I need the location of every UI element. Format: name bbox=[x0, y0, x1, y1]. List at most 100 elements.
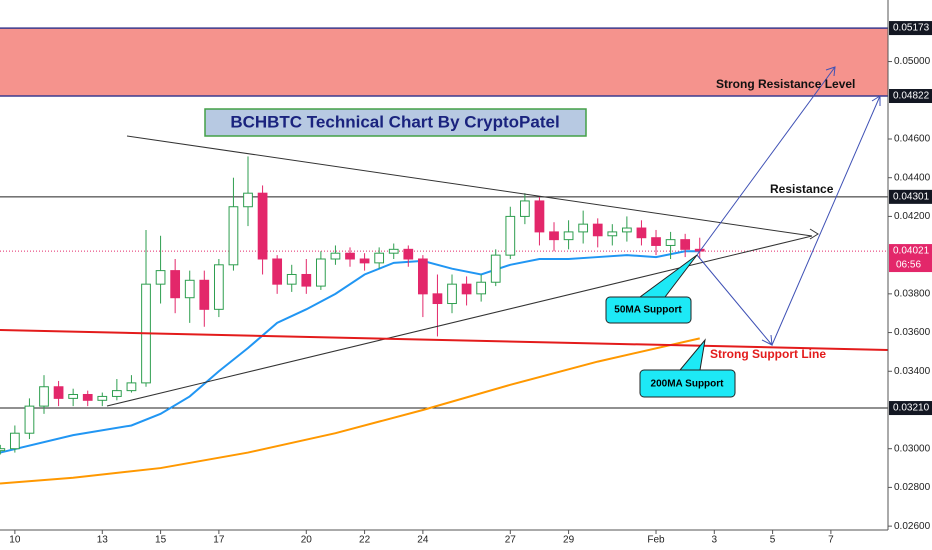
ma-line bbox=[0, 337, 700, 485]
x-tick-label: 17 bbox=[213, 535, 225, 546]
candle-body bbox=[651, 237, 661, 246]
candle-body bbox=[680, 239, 691, 250]
candle-body bbox=[39, 386, 49, 407]
level-label: 0.04301 bbox=[893, 192, 930, 203]
candle-body bbox=[345, 252, 355, 260]
candle-body bbox=[272, 258, 283, 285]
annotation: Strong Resistance Level bbox=[716, 77, 855, 91]
candle-body bbox=[155, 270, 166, 285]
candle-body bbox=[417, 258, 428, 295]
candle-body bbox=[403, 248, 414, 260]
level-label-box bbox=[889, 89, 932, 104]
arrow-head bbox=[809, 228, 819, 240]
price-axis bbox=[888, 0, 932, 550]
last-price-box bbox=[889, 244, 932, 273]
y-tick-label: 0.04200 bbox=[894, 211, 931, 222]
level-label: 0.04822 bbox=[893, 91, 930, 102]
candle-body bbox=[592, 223, 603, 237]
candle-body bbox=[447, 283, 457, 305]
candle-body bbox=[359, 258, 370, 264]
candle-body bbox=[199, 279, 210, 310]
candle-body bbox=[476, 281, 487, 295]
ma-line bbox=[0, 250, 700, 454]
candle-body bbox=[24, 405, 35, 434]
arrow-head bbox=[871, 95, 881, 106]
annotation: Strong Support Line bbox=[710, 347, 826, 361]
candle-body bbox=[432, 293, 443, 305]
candle-body bbox=[97, 395, 108, 401]
axis-layer: 0.05000 0.04600 0.04400 0.04200 0.03800 0.036… bbox=[9, 21, 932, 546]
candle-body bbox=[374, 252, 385, 264]
candle-body bbox=[301, 273, 312, 287]
candle-body bbox=[388, 248, 399, 254]
candle-body bbox=[286, 273, 297, 285]
candle-body bbox=[549, 231, 559, 241]
x-tick-label: Feb bbox=[647, 535, 665, 546]
callout-text: 50MA Support bbox=[614, 305, 682, 316]
candle-body bbox=[213, 264, 224, 310]
y-tick-label: 0.03000 bbox=[894, 443, 931, 454]
resistance-zone-layer bbox=[0, 28, 888, 97]
x-tick-label: 20 bbox=[301, 535, 313, 546]
candle-body bbox=[315, 258, 326, 287]
triangle-lower bbox=[106, 235, 813, 407]
x-tick-label: 15 bbox=[155, 535, 167, 546]
level-label-box bbox=[889, 189, 932, 204]
candle-body bbox=[636, 227, 647, 239]
annotation: Resistance bbox=[770, 182, 834, 196]
candle-body bbox=[520, 200, 530, 217]
candle-body bbox=[126, 382, 137, 392]
candle-body bbox=[82, 393, 93, 401]
candle-body bbox=[68, 393, 79, 399]
y-tick-label: 0.04600 bbox=[894, 134, 931, 145]
level-label: 0.03210 bbox=[893, 403, 930, 414]
candle-body bbox=[622, 227, 632, 233]
x-tick-label: 3 bbox=[712, 535, 718, 546]
candle-body bbox=[257, 192, 268, 260]
x-tick-label: 10 bbox=[9, 535, 21, 546]
level-label-box bbox=[889, 401, 932, 416]
level-label: 0.05173 bbox=[893, 23, 930, 34]
candle-body bbox=[461, 283, 472, 295]
candle-body bbox=[243, 192, 253, 208]
drawings bbox=[0, 66, 889, 407]
candle-body bbox=[111, 390, 122, 397]
support-line bbox=[0, 329, 889, 351]
candle-body bbox=[228, 206, 239, 266]
x-tick-label: 5 bbox=[770, 535, 776, 546]
candle-body bbox=[170, 270, 181, 299]
candle-body bbox=[534, 200, 545, 233]
y-tick-label: 0.02800 bbox=[894, 482, 931, 493]
countdown: 06:56 bbox=[896, 260, 921, 271]
title-box bbox=[204, 108, 587, 137]
candle-body bbox=[505, 215, 516, 256]
candle-body bbox=[9, 432, 20, 450]
arrow-head bbox=[761, 334, 773, 346]
x-tick-label: 22 bbox=[359, 535, 371, 546]
callout-box bbox=[639, 369, 736, 398]
candle-body bbox=[53, 386, 64, 399]
y-tick-label: 0.03600 bbox=[894, 327, 931, 338]
candle-body bbox=[490, 254, 501, 283]
candle-body bbox=[578, 223, 589, 233]
candle-body bbox=[184, 279, 195, 299]
y-tick-label: 0.03800 bbox=[894, 288, 931, 299]
x-tick-label: 13 bbox=[97, 535, 109, 546]
triangle-upper bbox=[126, 135, 813, 237]
candle-body bbox=[607, 231, 618, 237]
y-tick-label: 0.03400 bbox=[894, 366, 931, 377]
candle-body bbox=[0, 448, 6, 452]
y-tick-label: 0.04400 bbox=[894, 172, 931, 183]
projection-arrow bbox=[696, 66, 836, 256]
candle-body bbox=[563, 231, 574, 241]
y-tick-label: 0.05000 bbox=[894, 56, 931, 67]
x-tick-label: 29 bbox=[563, 535, 575, 546]
callout-box bbox=[605, 296, 692, 324]
candle-body bbox=[330, 252, 341, 260]
chart-title: BCHBTC Technical Chart By CryptoPatel bbox=[230, 112, 559, 131]
arrow-head bbox=[825, 66, 836, 77]
last-price-label: 0.04021 bbox=[893, 246, 930, 257]
x-tick-label: 27 bbox=[505, 535, 517, 546]
